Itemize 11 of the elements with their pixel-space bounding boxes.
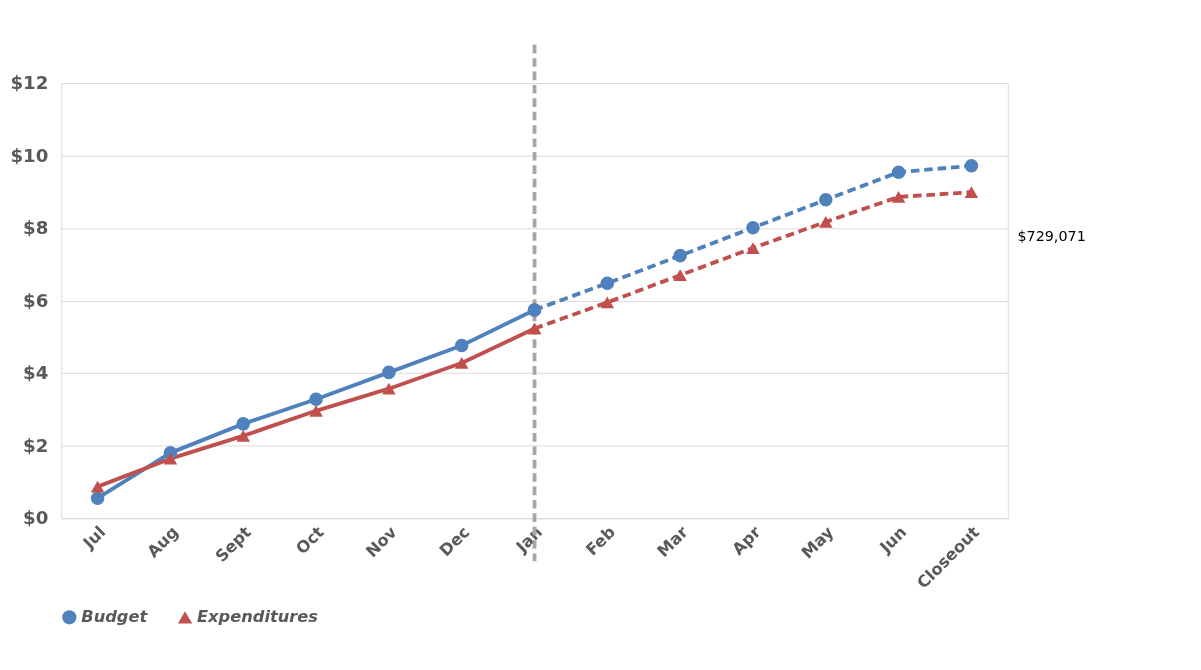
text: $729,071: [1017, 227, 1086, 244]
y-tick-label: $0: [23, 507, 49, 529]
legend-label: Budget: [81, 607, 149, 627]
y-tick-label: $4: [23, 362, 49, 384]
x-tick-label: Oct: [292, 522, 328, 559]
y-tick-label: $12: [10, 72, 49, 94]
legend-label: Expenditures: [196, 607, 319, 627]
y-tick-label: $8: [23, 217, 49, 239]
y-tick-label: $2: [23, 434, 49, 456]
y-tick-label: $10: [10, 144, 49, 166]
y-tick-label: $6: [23, 289, 49, 311]
